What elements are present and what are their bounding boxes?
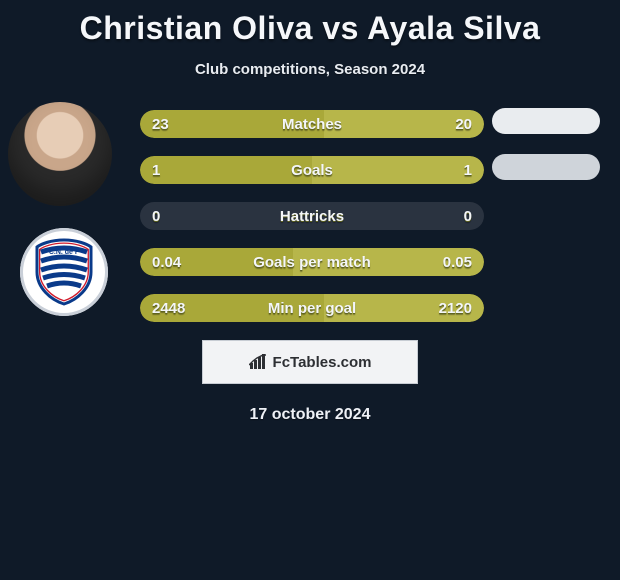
- player1-club-badge: C.N. de F: [20, 228, 108, 316]
- stat-bar-empty: [140, 202, 484, 230]
- stat-bar-right: [324, 110, 484, 138]
- chart-icon: [249, 354, 267, 370]
- stat-row: 1Goals1: [140, 156, 484, 184]
- stat-row: 23Matches20: [140, 110, 484, 138]
- stat-bar-right: [312, 156, 484, 184]
- player2-pill: [492, 108, 600, 134]
- stat-bar-right: [324, 294, 484, 322]
- stat-row: 0Hattricks0: [140, 202, 484, 230]
- stat-bar-left: [140, 248, 293, 276]
- comparison-panel: C.N. de F 23Matches20 1Goals1 0Hattricks0 0…: [0, 110, 620, 322]
- subtitle: Club competitions, Season 2024: [0, 61, 620, 78]
- stat-row: 2448Min per goal2120: [140, 294, 484, 322]
- stat-bars: 23Matches20 1Goals1 0Hattricks0 0.04Goals p…: [140, 110, 484, 322]
- player2-pill: [492, 154, 600, 180]
- club-shield-icon: C.N. de F: [33, 238, 95, 306]
- svg-text:C.N. de F: C.N. de F: [49, 249, 80, 256]
- page-title: Christian Oliva vs Ayala Silva: [0, 0, 620, 47]
- stat-row: 0.04Goals per match0.05: [140, 248, 484, 276]
- avatars-column: C.N. de F: [8, 102, 112, 316]
- player2-indicator-column: [492, 108, 600, 200]
- date-text: 17 october 2024: [0, 406, 620, 424]
- stat-bar-left: [140, 110, 324, 138]
- attribution-text: FcTables.com: [273, 354, 372, 371]
- attribution-badge: FcTables.com: [202, 340, 418, 384]
- stat-bar-right: [293, 248, 484, 276]
- player1-avatar: [8, 102, 112, 206]
- stat-bar-left: [140, 294, 324, 322]
- stat-bar-left: [140, 156, 312, 184]
